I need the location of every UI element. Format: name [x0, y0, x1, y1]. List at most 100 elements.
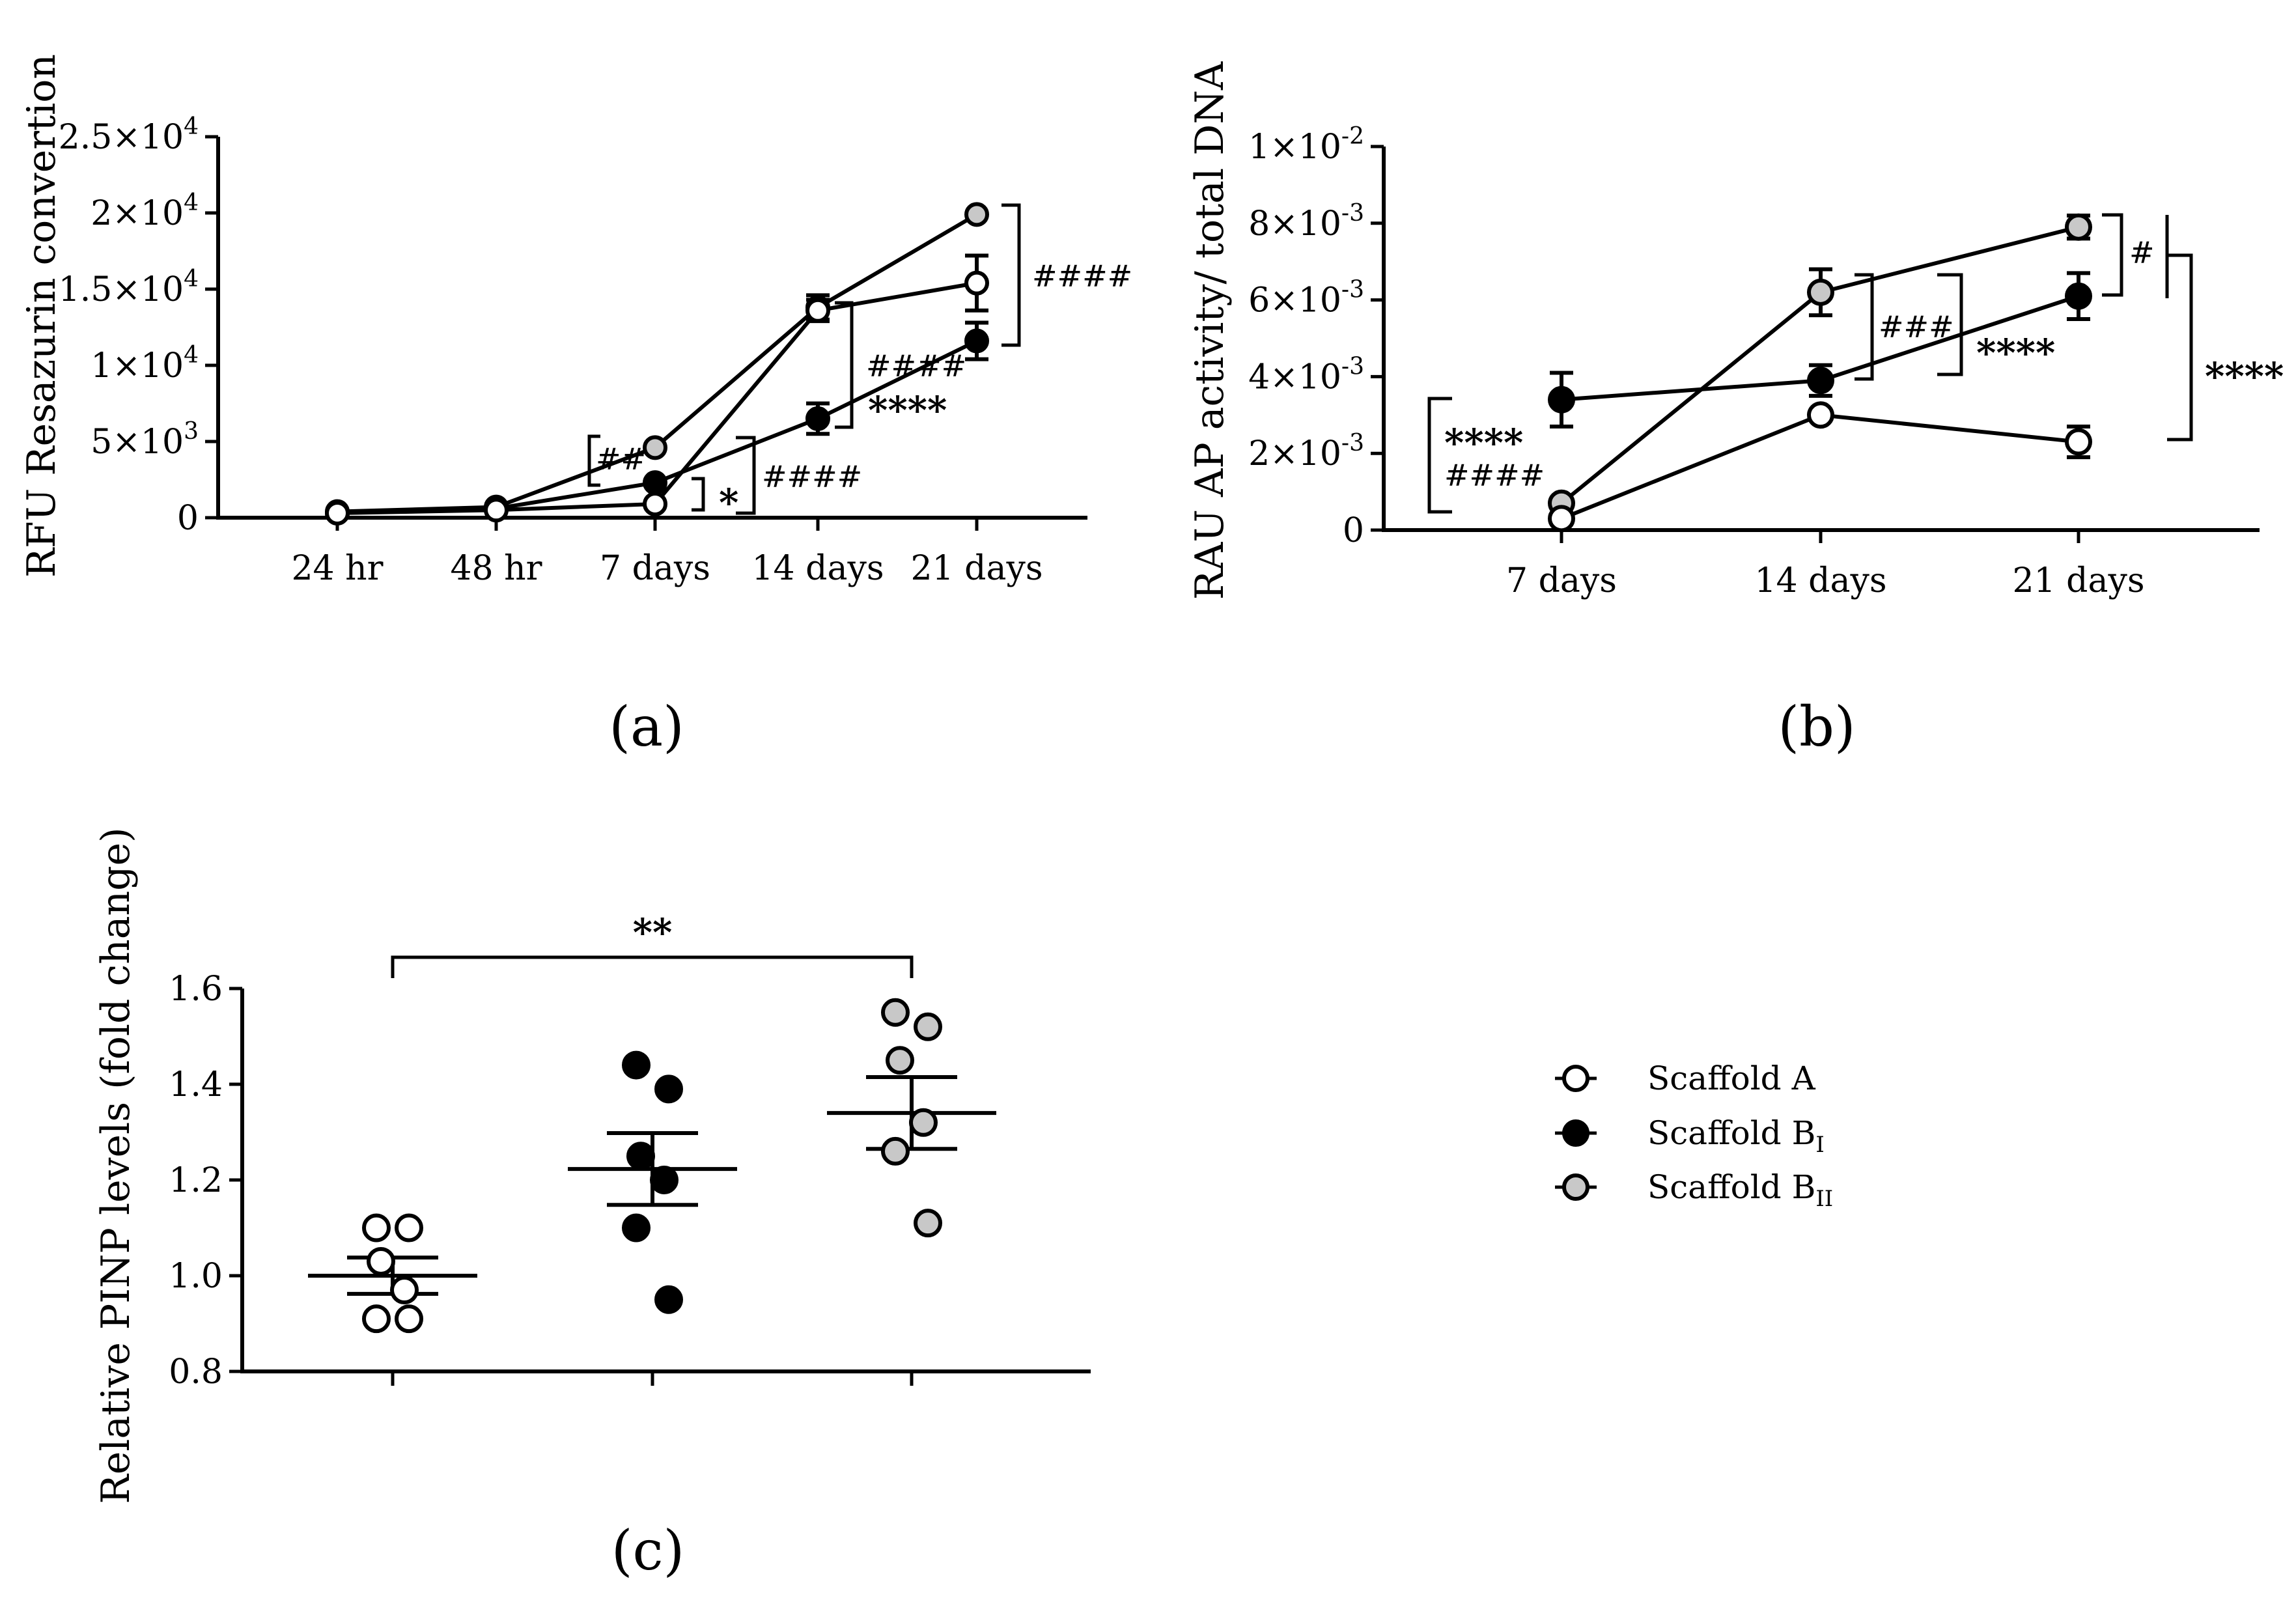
panel-b-x-tick-label: 21 days: [2012, 561, 2144, 600]
panel-c-point-scaffold_bi: [650, 1166, 679, 1194]
panel-a-annotation: *: [719, 481, 738, 525]
panel-c-point-scaffold_a: [395, 1304, 423, 1334]
panel-a-y-axis-label: RFU Resazurin convertion: [19, 54, 64, 578]
panel-b-y-tick-label: 0: [1343, 511, 1364, 550]
legend-marker: [1562, 1119, 1589, 1147]
panel-b-y-axis-label: RAU AP activity/ total DNA: [1187, 61, 1233, 600]
panel-c-point-scaffold_bii: [914, 1209, 942, 1238]
panel-b-x-tick-label: 14 days: [1754, 561, 1886, 600]
panel-a-annotation: ####: [866, 348, 966, 384]
legend: Scaffold A Scaffold BI Scaffold BII: [1555, 1060, 1833, 1212]
panel-c-y-axis-label: Relative PINP levels (fold change): [93, 828, 139, 1504]
panel-a-annotation: ****: [868, 388, 947, 432]
panel-a-bracket-21d: [1001, 203, 1021, 347]
panel-b-x-tick-label: 7 days: [1506, 561, 1617, 600]
panel-c-y-tick-label: 1.0: [169, 1257, 223, 1296]
panel-b-label: (b): [1778, 695, 1855, 759]
panel-a-bracket-7d-bii-bi: [587, 434, 600, 487]
panel-a-y-tick-label: 0: [177, 499, 199, 538]
panel-c-y-tick-label: 1.4: [169, 1065, 223, 1104]
panel-b-point-scaffold_bi: [1548, 386, 1575, 414]
panel-a-y-tick-label: 1.5×104: [59, 266, 199, 309]
panel-a-point-scaffold_bi: [964, 328, 989, 354]
panel-b-bracket-14d-bi-a: [1937, 273, 1963, 376]
panel-a-point-scaffold_a: [964, 270, 989, 296]
panel-a-point-scaffold_bii: [643, 435, 667, 460]
panel-c-significance-label: **: [633, 910, 673, 955]
panel-a-annotation: ####: [1032, 259, 1132, 294]
panel-a-annotation: ####: [762, 459, 862, 494]
panel-b-point-scaffold_a: [1548, 505, 1575, 533]
panel-a-x-tick-label: 24 hr: [291, 549, 383, 588]
panel-c-point-scaffold_bii: [881, 1136, 910, 1166]
panel-b-annotation: #: [2129, 235, 2155, 270]
panel-b-series-line-scaffold_a: [1560, 413, 2079, 521]
panel-a-y-tick-label: 2×104: [91, 189, 199, 233]
panel-a-point-scaffold_a: [325, 500, 350, 526]
panel-c-point-scaffold_bi: [622, 1050, 651, 1080]
panel-a-bracket-7d-bi-a: [692, 477, 705, 512]
panel-b-point-scaffold_bii: [1807, 278, 1834, 306]
panel-a-x-tick-label: 21 days: [910, 549, 1043, 588]
panel-b-bracket-21d-bii-bi: [2102, 213, 2123, 297]
panel-a-point-scaffold_bii: [964, 202, 989, 227]
panel-a-chart: 0 5×103 1×104 1.5×104 2×104 2.5×104 24 hr 48 h…: [19, 54, 1132, 759]
panel-c-y-tick-label: 0.8: [169, 1353, 223, 1392]
panel-c-chart: 0.8 1.0 1.2 1.4 1.6 Relative PINP levels (fo…: [93, 828, 1091, 1582]
legend-label: Scaffold BI: [1647, 1114, 1825, 1158]
panel-c-significance-bracket: [391, 955, 914, 978]
panel-c-point-scaffold_bii: [909, 1108, 938, 1137]
panel-b-annotation: ####: [1444, 458, 1545, 493]
panel-c-point-scaffold_bi: [654, 1074, 683, 1104]
panel-c-y-tick-label: 1.6: [169, 970, 223, 1009]
panel-a-point-scaffold_a: [805, 298, 830, 323]
panel-a-x-tick-label: 48 hr: [450, 549, 542, 588]
panel-c-point-scaffold_a: [395, 1213, 423, 1242]
panel-b-bracket-21d-bii-a: [2167, 253, 2193, 442]
panel-b-bracket-7d: [1427, 397, 1452, 514]
panel-c-point-scaffold_bii: [914, 1012, 942, 1041]
panel-c-point-scaffold_a: [390, 1276, 419, 1305]
panel-b-annotation: ###: [1879, 309, 1954, 344]
panel-c-point-scaffold_a: [362, 1304, 391, 1334]
legend-label: Scaffold A: [1647, 1060, 1816, 1097]
panel-a-point-scaffold_bi: [643, 470, 667, 496]
panel-c-point-scaffold_bii: [886, 1046, 914, 1075]
panel-b-bracket-14d-bii-bi: [1855, 273, 1874, 381]
panel-c-point-scaffold_bi: [622, 1213, 651, 1242]
panel-a-x-tick-label: 7 days: [600, 549, 710, 588]
panel-b-y-tick-label: 6×10-3: [1248, 277, 1364, 320]
panel-c-point-scaffold_bi: [654, 1285, 683, 1314]
panel-c-sem-bar-scaffold_bi: [607, 1130, 698, 1207]
panel-a-point-scaffold_a: [484, 498, 509, 523]
panel-b-y-tick-label: 4×10-3: [1248, 353, 1364, 397]
panel-b-point-scaffold_bi: [1807, 367, 1834, 395]
panel-b-point-scaffold_bi: [2065, 282, 2092, 310]
panel-a-y-tick-label: 1×104: [91, 342, 199, 386]
panel-a-label: (a): [609, 695, 684, 759]
panel-c-point-scaffold_a: [367, 1246, 395, 1276]
panel-a-bracket-14d-a-bi: [835, 301, 854, 429]
panel-b-point-scaffold_bii: [2065, 213, 2092, 241]
panel-b-point-scaffold_a: [2065, 428, 2092, 456]
panel-a-x-tick-label: 14 days: [751, 549, 884, 588]
panel-b-chart: 0 2×10-3 4×10-3 6×10-3 8×10-3 1×10-2 7 days 14…: [1187, 61, 2284, 759]
panel-a-bracket-7d-bii-a: [736, 436, 756, 515]
panel-b-annotation: ****: [1976, 331, 2055, 375]
panel-a-point-scaffold_bi: [805, 406, 830, 431]
panel-b-y-tick-label: 8×10-3: [1248, 200, 1364, 244]
panel-c-point-scaffold_bii: [881, 998, 910, 1027]
panel-a-point-scaffold_a: [643, 491, 667, 516]
panel-c-y-tick-label: 1.2: [169, 1161, 223, 1200]
panel-a-y-tick-label: 2.5×104: [59, 113, 199, 157]
panel-a-annotation: ##: [596, 442, 646, 477]
panel-a-y-tick-label: 5×103: [91, 418, 199, 462]
panel-b-point-scaffold_a: [1807, 401, 1834, 429]
legend-item-scaffold_bi: Scaffold BI: [1555, 1114, 1825, 1158]
legend-marker: [1562, 1065, 1589, 1092]
panel-b-y-tick-label: 2×10-3: [1248, 430, 1364, 473]
legend-item-scaffold_a: Scaffold A: [1555, 1060, 1816, 1097]
panel-c-point-scaffold_bi: [626, 1142, 655, 1171]
legend-label: Scaffold BII: [1647, 1168, 1833, 1212]
panel-b-annotation: ****: [1444, 421, 1523, 465]
